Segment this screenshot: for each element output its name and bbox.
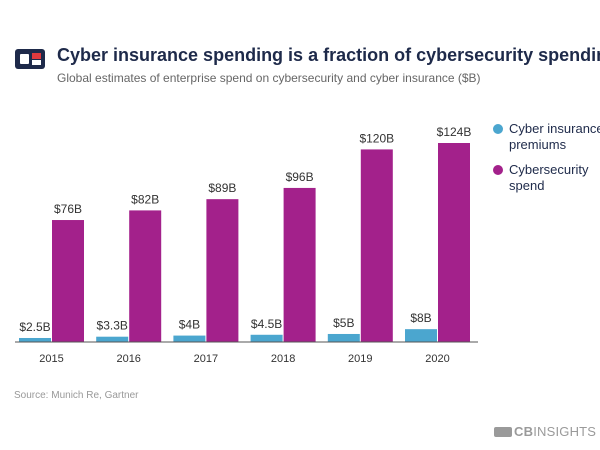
bar-cybersecurity-2018 — [283, 187, 316, 342]
bar-insurance-2015 — [19, 337, 51, 342]
data-label-cybersecurity-2016: $82B — [131, 192, 159, 206]
legend-swatch-insurance — [493, 124, 503, 134]
x-tick-label-2020: 2020 — [425, 353, 449, 365]
legend-label-insurance-line-1: Cyber insurance — [509, 121, 600, 136]
brand-text-bold: CB — [514, 424, 534, 439]
data-label-cybersecurity-2020: $124B — [437, 125, 472, 139]
legend-label-insurance-line-2: premiums — [509, 137, 567, 152]
data-label-insurance-2019: $5B — [333, 316, 354, 330]
data-label-cybersecurity-2019: $120B — [359, 131, 394, 145]
brand-text: INSIGHTS — [533, 424, 597, 439]
bar-cybersecurity-2016 — [129, 210, 162, 342]
x-tick-label-2015: 2015 — [39, 353, 63, 365]
cb-insights-logo-icon — [15, 49, 45, 69]
chart-title: Cyber insurance spending is a fraction o… — [57, 45, 600, 65]
data-label-cybersecurity-2017: $89B — [208, 181, 236, 195]
bar-cybersecurity-2020 — [438, 143, 470, 342]
brand-mark-icon — [494, 427, 512, 437]
brand-footer: CBINSIGHTS — [494, 424, 596, 439]
data-label-insurance-2018: $4.5B — [251, 317, 282, 331]
bar-insurance-2019 — [327, 333, 360, 342]
x-tick-label-2016: 2016 — [116, 353, 140, 365]
x-tick-label-2019: 2019 — [348, 353, 372, 365]
legend-label-cybersecurity-line-1: Cybersecurity — [509, 162, 589, 177]
x-tick-label-2017: 2017 — [194, 353, 218, 365]
chart-subtitle: Global estimates of enterprise spend on … — [57, 71, 481, 85]
data-label-insurance-2017: $4B — [179, 318, 200, 332]
bar-cybersecurity-2015 — [52, 220, 84, 342]
x-tick-label-2018: 2018 — [271, 353, 295, 365]
data-label-insurance-2016: $3.3B — [97, 319, 128, 333]
legend-label-cybersecurity-line-2: spend — [509, 178, 544, 193]
bar-insurance-2020 — [405, 329, 437, 342]
bar-cybersecurity-2017 — [206, 199, 239, 342]
source-note: Source: Munich Re, Gartner — [14, 390, 139, 401]
bar-insurance-2017 — [173, 335, 206, 342]
data-label-insurance-2020: $8B — [410, 311, 431, 325]
data-label-insurance-2015: $2.5B — [19, 320, 50, 334]
legend-swatch-cybersecurity — [493, 165, 503, 175]
bar-insurance-2018 — [250, 334, 283, 342]
bar-insurance-2016 — [96, 336, 129, 342]
bar-cybersecurity-2019 — [360, 149, 393, 342]
data-label-cybersecurity-2018: $96B — [286, 170, 314, 184]
data-label-cybersecurity-2015: $76B — [54, 202, 82, 216]
